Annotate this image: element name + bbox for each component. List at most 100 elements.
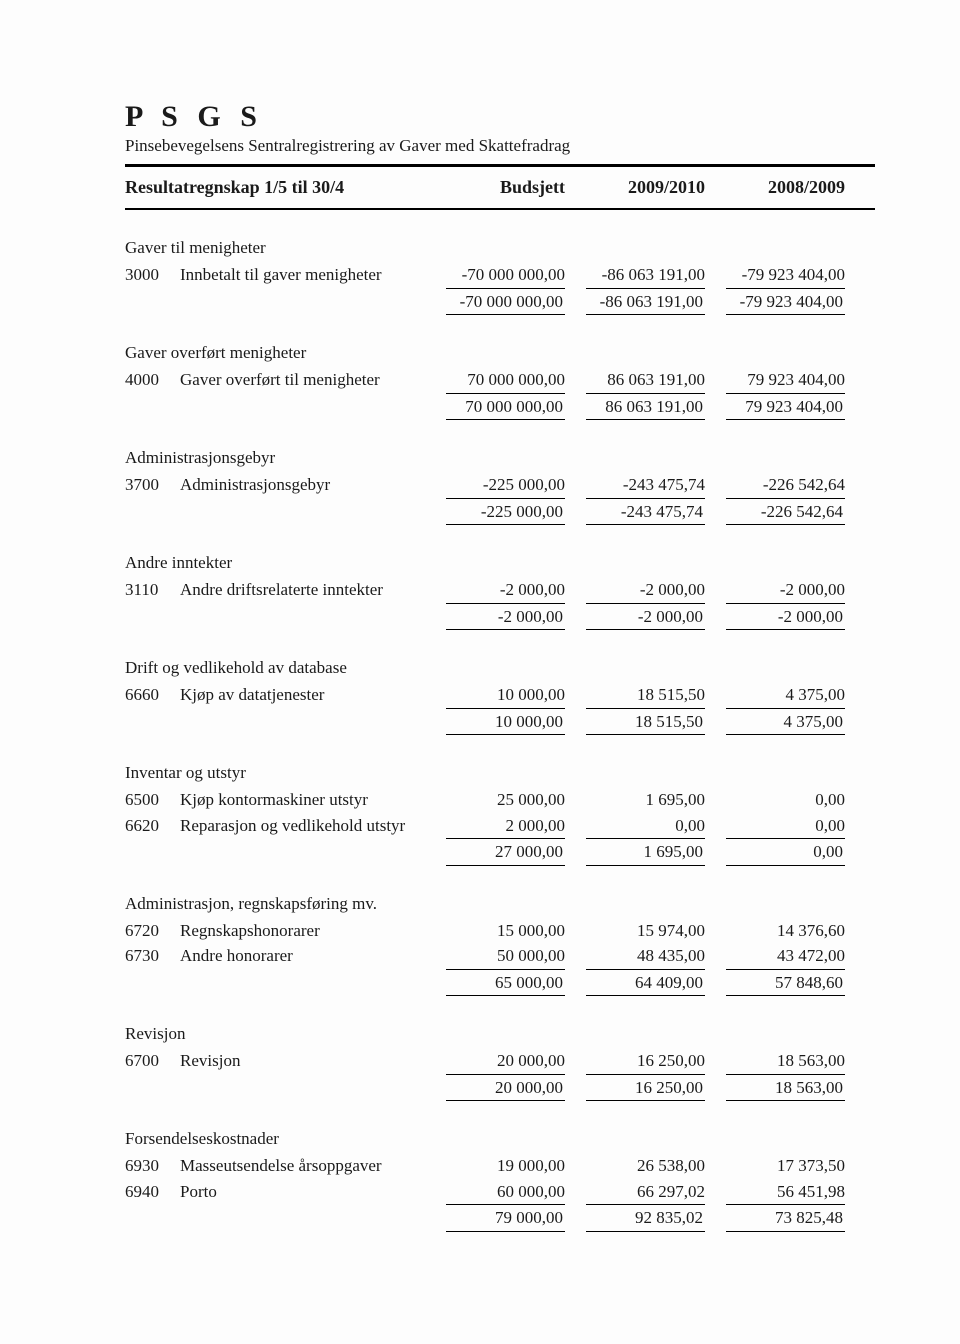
- cell-value: 26 538,00: [565, 1153, 705, 1179]
- account-number: 3700: [125, 472, 180, 498]
- cell-value: 48 435,00: [565, 943, 705, 969]
- cell-value: 70 000 000,00: [425, 367, 565, 393]
- subtotal-row: -70 000 000,00-86 063 191,00-79 923 404,…: [125, 288, 875, 316]
- table-row: 6500Kjøp kontormaskiner utstyr25 000,001…: [125, 787, 875, 813]
- group-title: Andre inntekter: [125, 553, 875, 573]
- subtotal-value: -2 000,00: [705, 603, 845, 631]
- account-group: Forsendelseskostnader 6930Masseutsendelse…: [125, 1129, 875, 1232]
- account-desc: Masseutsendelse årsoppgaver: [180, 1153, 425, 1179]
- subtotal-value: 65 000,00: [425, 969, 565, 997]
- table-row: 3700Administrasjonsgebyr-225 000,00-243 …: [125, 472, 875, 498]
- subtotal-row: -2 000,00-2 000,00-2 000,00: [125, 603, 875, 631]
- account-group: Gaver overført menigheter4000Gaver overf…: [125, 343, 875, 420]
- account-desc: Innbetalt til gaver menigheter: [180, 262, 425, 288]
- table-row: 3110Andre driftsrelaterte inntekter-2 00…: [125, 577, 875, 603]
- subtotal-value: -243 475,74: [565, 498, 705, 526]
- subtotal-value: 18 515,50: [565, 708, 705, 736]
- subtotal-value: 64 409,00: [565, 969, 705, 997]
- subtotal-value: 16 250,00: [565, 1074, 705, 1102]
- account-group: Andre inntekter 3110Andre driftsrelaterte…: [125, 553, 875, 630]
- cell-value: 60 000,00: [425, 1179, 565, 1205]
- account-group: Drift og vedlikehold av database 6660Kjøp…: [125, 658, 875, 735]
- cell-value: -225 000,00: [425, 472, 565, 498]
- account-number: 6500: [125, 787, 180, 813]
- cell-value: -2 000,00: [425, 577, 565, 603]
- account-number: 6930: [125, 1153, 180, 1179]
- subtotal-value: 4 375,00: [705, 708, 845, 736]
- cell-value: -2 000,00: [705, 577, 845, 603]
- cell-value: -86 063 191,00: [565, 262, 705, 288]
- subtotal-value: -2 000,00: [425, 603, 565, 631]
- group-title: Forsendelseskostnader: [125, 1129, 875, 1149]
- account-group: Gaver til menigheter 3000Innbetalt til ga…: [125, 238, 875, 315]
- group-title: Gaver til menigheter: [125, 238, 875, 258]
- account-group: Inventar og utstyr 6500Kjøp kontormaskine…: [125, 763, 875, 866]
- subtotal-value: 70 000 000,00: [425, 393, 565, 421]
- subtotal-row: 10 000,0018 515,504 375,00: [125, 708, 875, 736]
- cell-value: 4 375,00: [705, 682, 845, 708]
- cell-value: 66 297,02: [565, 1179, 705, 1205]
- subtotal-value: 0,00: [705, 838, 845, 866]
- subtotal-value: 79 000,00: [425, 1204, 565, 1232]
- cell-value: 15 974,00: [565, 918, 705, 944]
- cell-value: 25 000,00: [425, 787, 565, 813]
- cell-value: -2 000,00: [565, 577, 705, 603]
- group-title: Revisjon: [125, 1024, 875, 1044]
- account-group: Revisjon 6700Revisjon20 000,0016 250,0018…: [125, 1024, 875, 1101]
- account-number: 3000: [125, 262, 180, 288]
- cell-value: 86 063 191,00: [565, 367, 705, 393]
- subtotal-value: -79 923 404,00: [705, 288, 845, 316]
- group-title: Drift og vedlikehold av database: [125, 658, 875, 678]
- account-group: Administrasjonsgebyr3700Administrasjonsg…: [125, 448, 875, 525]
- subtotal-value: 86 063 191,00: [565, 393, 705, 421]
- account-desc: Gaver overført til menigheter: [180, 367, 425, 393]
- group-title: Administrasjon, regnskapsføring mv.: [125, 894, 875, 914]
- account-desc: Andre driftsrelaterte inntekter: [180, 577, 425, 603]
- cell-value: 79 923 404,00: [705, 367, 845, 393]
- cell-value: 17 373,50: [705, 1153, 845, 1179]
- group-title: Administrasjonsgebyr: [125, 448, 875, 468]
- account-desc: Porto: [180, 1179, 425, 1205]
- subtotal-value: 1 695,00: [565, 838, 705, 866]
- account-desc: Administrasjonsgebyr: [180, 472, 425, 498]
- cell-value: 2 000,00: [425, 813, 565, 839]
- subtotal-row: 70 000 000,0086 063 191,0079 923 404,00: [125, 393, 875, 421]
- subtotal-row: 65 000,0064 409,0057 848,60: [125, 969, 875, 997]
- cell-value: 1 695,00: [565, 787, 705, 813]
- subtotal-value: 57 848,60: [705, 969, 845, 997]
- account-number: 6700: [125, 1048, 180, 1074]
- table-row: 6660Kjøp av datatjenester10 000,0018 515…: [125, 682, 875, 708]
- subtotal-value: -70 000 000,00: [425, 288, 565, 316]
- table-header: Resultatregnskap 1/5 til 30/4 Budsjett 2…: [125, 164, 875, 210]
- account-desc: Kjøp kontormaskiner utstyr: [180, 787, 425, 813]
- account-number: 6940: [125, 1179, 180, 1205]
- subtotal-value: 18 563,00: [705, 1074, 845, 1102]
- cell-value: 0,00: [705, 813, 845, 839]
- subtotal-value: 92 835,02: [565, 1204, 705, 1232]
- org-title: P S G S: [125, 100, 875, 134]
- account-desc: Reparasjon og vedlikehold utstyr: [180, 813, 425, 839]
- subtotal-value: -86 063 191,00: [565, 288, 705, 316]
- org-subtitle: Pinsebevegelsens Sentralregistrering av …: [125, 136, 875, 156]
- account-desc: Regnskapshonorarer: [180, 918, 425, 944]
- table-row: 3000Innbetalt til gaver menigheter-70 00…: [125, 262, 875, 288]
- cell-value: 0,00: [705, 787, 845, 813]
- cell-value: -79 923 404,00: [705, 262, 845, 288]
- cell-value: 56 451,98: [705, 1179, 845, 1205]
- group-title: Gaver overført menigheter: [125, 343, 875, 363]
- group-title: Inventar og utstyr: [125, 763, 875, 783]
- account-number: 6620: [125, 813, 180, 839]
- cell-value: 14 376,60: [705, 918, 845, 944]
- cell-value: -226 542,64: [705, 472, 845, 498]
- header-year2: 2008/2009: [705, 177, 845, 198]
- cell-value: 19 000,00: [425, 1153, 565, 1179]
- cell-value: 50 000,00: [425, 943, 565, 969]
- table-row: 6700Revisjon20 000,0016 250,0018 563,00: [125, 1048, 875, 1074]
- account-number: 6660: [125, 682, 180, 708]
- cell-value: -243 475,74: [565, 472, 705, 498]
- cell-value: 15 000,00: [425, 918, 565, 944]
- subtotal-row: 20 000,0016 250,0018 563,00: [125, 1074, 875, 1102]
- header-year1: 2009/2010: [565, 177, 705, 198]
- table-row: 6720Regnskapshonorarer15 000,0015 974,00…: [125, 918, 875, 944]
- account-desc: Andre honorarer: [180, 943, 425, 969]
